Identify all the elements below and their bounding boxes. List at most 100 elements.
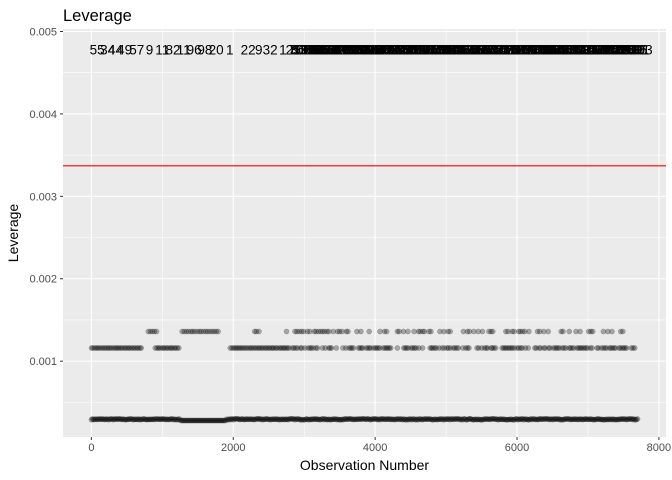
data-point-low <box>315 416 322 423</box>
data-point-low <box>372 415 379 422</box>
data-point-mid <box>121 345 128 351</box>
data-point-low <box>99 416 106 422</box>
data-point-low <box>284 416 290 423</box>
data-point-mid <box>347 345 354 351</box>
data-point-mid <box>308 345 315 351</box>
data-point-high <box>536 328 543 335</box>
data-point-low <box>555 416 562 422</box>
data-point-low <box>134 416 140 423</box>
data-point-low <box>188 417 195 424</box>
data-point-low <box>580 416 586 423</box>
data-point-low <box>366 416 373 423</box>
data-point-low <box>509 416 516 423</box>
observation-label: 2248 <box>345 43 375 58</box>
observation-label: 5214 <box>569 43 600 58</box>
data-point-mid <box>509 345 516 351</box>
data-point-mid <box>410 345 416 351</box>
data-point-low <box>466 416 473 422</box>
observation-label: 7061 <box>288 43 318 58</box>
data-point-mid <box>489 345 496 351</box>
data-point-low <box>628 415 635 422</box>
data-point-mid <box>252 345 259 351</box>
data-point-low <box>432 416 438 423</box>
data-point-mid <box>550 345 557 351</box>
observation-label: 3358 <box>577 43 607 58</box>
data-point-low <box>130 416 136 423</box>
data-point-high <box>460 328 467 335</box>
data-point-mid <box>250 345 257 351</box>
data-point-low <box>547 416 554 422</box>
data-point-low <box>248 416 255 423</box>
data-point-high <box>300 328 307 335</box>
data-point-low <box>208 417 215 424</box>
data-point-low <box>564 416 570 422</box>
data-point-high <box>517 328 524 335</box>
data-point-low <box>220 417 227 424</box>
data-point-mid <box>559 345 566 351</box>
data-point-mid <box>313 345 319 351</box>
data-point-low <box>396 416 403 423</box>
data-point-low <box>322 416 329 423</box>
data-point-mid <box>436 345 443 351</box>
data-point-mid <box>450 345 457 351</box>
data-point-mid <box>357 345 363 351</box>
data-point-high <box>298 328 305 335</box>
data-point-low <box>319 415 326 422</box>
data-point-mid <box>253 345 260 351</box>
data-point-low <box>279 416 285 423</box>
x-axis-title: Observation Number <box>300 457 430 473</box>
data-point-low <box>161 416 167 423</box>
data-point-low <box>328 416 335 423</box>
data-point-high <box>179 328 185 335</box>
observation-label: 1 <box>279 43 287 58</box>
data-point-low <box>492 416 499 423</box>
data-point-mid <box>125 345 132 351</box>
observation-label: 5868 <box>447 43 477 58</box>
data-point-low <box>630 415 637 422</box>
data-point-mid <box>233 345 240 351</box>
data-point-low <box>634 416 641 422</box>
data-point-low <box>360 416 367 422</box>
data-point-mid <box>522 345 529 351</box>
data-point-low <box>331 416 338 423</box>
data-point-low <box>299 416 305 423</box>
data-point-low <box>205 417 212 424</box>
data-point-low <box>605 416 612 422</box>
data-point-low <box>225 416 232 423</box>
observation-label: 1938 <box>380 43 410 58</box>
data-point-low <box>275 416 281 422</box>
data-point-mid <box>241 345 247 351</box>
data-point-mid <box>492 345 499 351</box>
data-point-low <box>174 416 181 423</box>
data-point-low <box>553 416 560 422</box>
data-point-low <box>522 416 529 423</box>
data-point-low <box>272 416 278 423</box>
data-point-mid <box>247 345 254 351</box>
observation-label: 2830 <box>526 43 556 58</box>
data-point-low <box>586 416 592 423</box>
data-point-low <box>376 416 383 422</box>
data-point-mid <box>260 345 266 351</box>
data-point-low <box>243 416 250 422</box>
data-point-mid <box>631 345 638 351</box>
data-point-mid <box>583 345 589 351</box>
data-point-mid <box>432 345 438 351</box>
data-point-low <box>535 416 542 423</box>
observation-label: 4217 <box>377 43 407 58</box>
data-point-low <box>313 416 320 422</box>
data-point-low <box>554 416 561 423</box>
data-point-low <box>485 416 492 422</box>
data-point-mid <box>164 345 171 351</box>
data-point-low <box>577 416 583 422</box>
observation-label: 2767 <box>393 43 423 58</box>
data-point-low <box>447 416 453 423</box>
minor-gridlines <box>63 29 666 437</box>
observation-label: 2652 <box>520 43 550 58</box>
data-point-high <box>202 328 209 335</box>
data-point-low <box>390 416 397 423</box>
data-point-low <box>632 416 639 423</box>
data-point-low <box>567 416 573 423</box>
data-point-mid <box>617 345 624 351</box>
data-point-low <box>203 417 210 424</box>
